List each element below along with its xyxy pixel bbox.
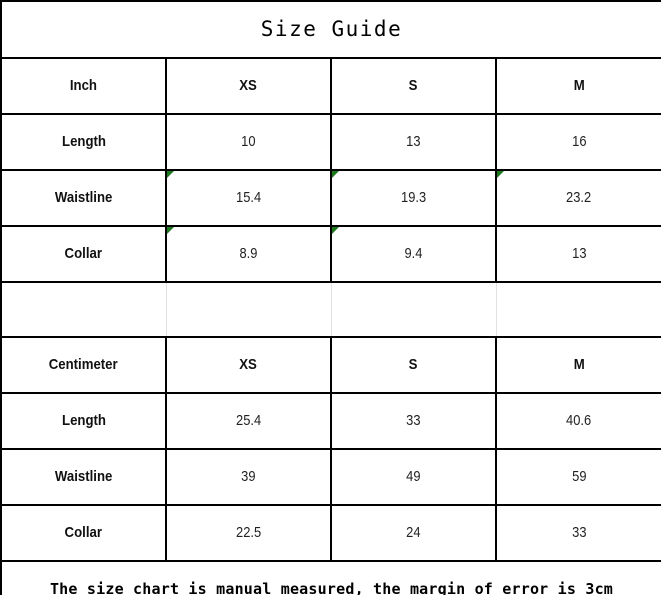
inch-cell-collar-xs: 8.9 (165, 225, 332, 283)
cell-value: 10 (241, 133, 256, 150)
inch-row-label-waistline: Waistline (0, 169, 167, 227)
inch-header-row: Inch XS S M (0, 57, 661, 115)
centimeter-column-label-s: S (409, 356, 418, 373)
inch-cell-collar-m: 13 (495, 225, 661, 283)
inch-column-label-s: S (409, 77, 418, 94)
cell-value: 13 (406, 133, 421, 150)
page-title: Size Guide (260, 16, 403, 41)
centimeter-column-label-m: M (573, 356, 585, 373)
cell-value: 22.5 (235, 524, 262, 541)
footer-note-cell: The size chart is manual measured, the m… (0, 560, 661, 595)
centimeter-cell-waistline-xs: 39 (165, 448, 332, 506)
cell-value: 49 (406, 468, 421, 485)
footer-note: The size chart is manual measured, the m… (49, 579, 614, 595)
spacer-cell (165, 281, 332, 338)
cell-value: 13 (571, 245, 587, 262)
centimeter-unit-header-cell: Centimeter (0, 336, 167, 394)
inch-unit-header-cell: Inch (0, 57, 167, 115)
table-row: Length 10 13 16 (0, 113, 661, 171)
centimeter-cell-length-s: 33 (330, 392, 497, 450)
inch-cell-length-xs: 10 (165, 113, 332, 171)
centimeter-row-label-collar: Collar (0, 504, 167, 562)
text-number-marker-icon (332, 171, 339, 178)
inch-cell-length-m: 16 (495, 113, 661, 171)
centimeter-cell-collar-m: 33 (495, 504, 661, 562)
footer-row: The size chart is manual measured, the m… (0, 560, 661, 595)
spacer-cell (0, 281, 167, 338)
inch-column-header-s: S (330, 57, 497, 115)
text-number-marker-icon (167, 171, 174, 178)
centimeter-cell-length-m: 40.6 (495, 392, 661, 450)
spacer-row (0, 281, 661, 338)
inch-cell-collar-s: 9.4 (330, 225, 497, 283)
cell-value: 16 (571, 133, 587, 150)
table-row: Collar 8.9 9.4 13 (0, 225, 661, 283)
inch-column-header-xs: XS (165, 57, 332, 115)
row-label-text: Collar (64, 245, 103, 262)
inch-cell-waistline-m: 23.2 (495, 169, 661, 227)
centimeter-cell-collar-s: 24 (330, 504, 497, 562)
cell-value: 23.2 (566, 189, 592, 206)
centimeter-row-label-waistline: Waistline (0, 448, 167, 506)
cell-value: 9.4 (404, 245, 423, 262)
text-number-marker-icon (497, 171, 504, 178)
cell-value: 8.9 (239, 245, 258, 262)
cell-value: 19.3 (400, 189, 427, 206)
centimeter-row-label-length: Length (0, 392, 167, 450)
cell-value: 25.4 (235, 412, 262, 429)
centimeter-column-label-xs: XS (239, 356, 258, 373)
inch-row-label-collar: Collar (0, 225, 167, 283)
inch-unit-label: Inch (69, 77, 98, 94)
table-row: Collar 22.5 24 33 (0, 504, 661, 562)
cell-value: 24 (406, 524, 421, 541)
cell-value: 15.4 (235, 189, 262, 206)
text-number-marker-icon (332, 227, 339, 234)
row-label-text: Waistline (54, 468, 113, 485)
cell-value: 33 (406, 412, 421, 429)
row-label-text: Length (61, 133, 106, 150)
centimeter-column-header-xs: XS (165, 336, 332, 394)
row-label-text: Length (61, 412, 106, 429)
centimeter-column-header-m: M (495, 336, 661, 394)
table-row: Length 25.4 33 40.6 (0, 392, 661, 450)
title-row: Size Guide (0, 0, 661, 59)
inch-column-header-m: M (495, 57, 661, 115)
centimeter-header-row: Centimeter XS S M (0, 336, 661, 394)
table-row: Waistline 15.4 19.3 23.2 (0, 169, 661, 227)
centimeter-cell-waistline-s: 49 (330, 448, 497, 506)
inch-cell-waistline-xs: 15.4 (165, 169, 332, 227)
centimeter-cell-length-xs: 25.4 (165, 392, 332, 450)
row-label-text: Collar (64, 524, 103, 541)
row-label-text: Waistline (54, 189, 113, 206)
inch-column-label-xs: XS (239, 77, 258, 94)
table-row: Waistline 39 49 59 (0, 448, 661, 506)
page-title-cell: Size Guide (0, 0, 661, 59)
inch-cell-length-s: 13 (330, 113, 497, 171)
text-number-marker-icon (167, 227, 174, 234)
cell-value: 39 (241, 468, 256, 485)
spacer-cell (495, 281, 661, 338)
centimeter-cell-waistline-m: 59 (495, 448, 661, 506)
centimeter-column-header-s: S (330, 336, 497, 394)
cell-value: 40.6 (566, 412, 592, 429)
inch-cell-waistline-s: 19.3 (330, 169, 497, 227)
centimeter-cell-collar-xs: 22.5 (165, 504, 332, 562)
cell-value: 59 (571, 468, 587, 485)
centimeter-unit-label: Centimeter (49, 356, 118, 373)
inch-column-label-m: M (573, 77, 585, 94)
spacer-cell (330, 281, 497, 338)
inch-row-label-length: Length (0, 113, 167, 171)
cell-value: 33 (571, 524, 587, 541)
